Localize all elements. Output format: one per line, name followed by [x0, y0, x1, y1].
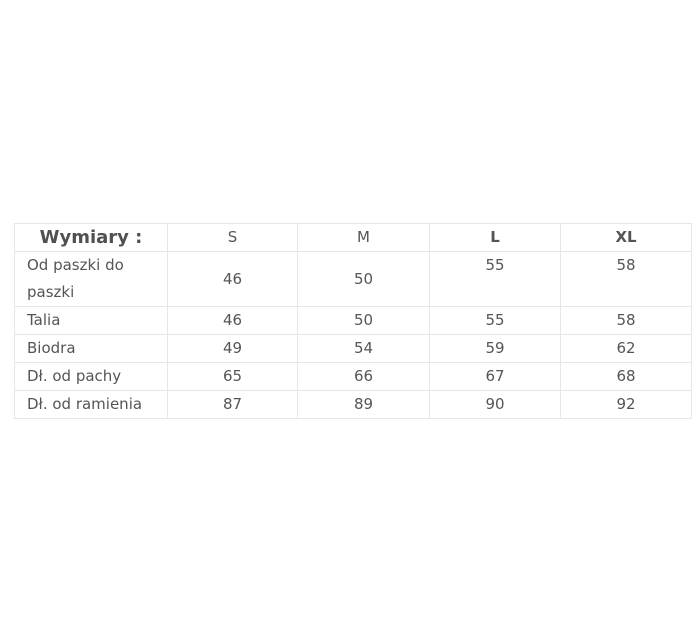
header-size-s: S	[167, 223, 298, 252]
cell-value: 58	[560, 306, 692, 335]
header-size-l: L	[429, 223, 561, 252]
row-label: Talia	[14, 306, 168, 335]
cell-value: 62	[560, 334, 692, 363]
cell-value: 65	[167, 362, 298, 391]
header-size-m: M	[297, 223, 430, 252]
cell-value: 59	[429, 334, 561, 363]
table-header-row: Wymiary : S M L XL	[14, 223, 692, 252]
row-label: Biodra	[14, 334, 168, 363]
table-row: Talia 46 50 55 58	[14, 306, 692, 335]
cell-value: 49	[167, 334, 298, 363]
row-label: Dł. od pachy	[14, 362, 168, 391]
cell-value: 89	[297, 390, 430, 419]
cell-value: 50	[297, 306, 430, 335]
cell-value: 46	[167, 306, 298, 335]
cell-value: 55	[429, 306, 561, 335]
cell-value: 54	[297, 334, 430, 363]
cell-value: 67	[429, 362, 561, 391]
cell-value: 87	[167, 390, 298, 419]
cell-value: 58	[560, 251, 692, 307]
table-row: Biodra 49 54 59 62	[14, 334, 692, 363]
cell-value: 66	[297, 362, 430, 391]
row-label: Dł. od ramienia	[14, 390, 168, 419]
header-size-xl: XL	[560, 223, 692, 252]
table-row: Dł. od ramienia 87 89 90 92	[14, 390, 692, 419]
table-row: Od paszki do paszki 46 50 55 58	[14, 251, 692, 307]
cell-value: 92	[560, 390, 692, 419]
cell-value: 46	[167, 251, 298, 307]
size-table: Wymiary : S M L XL Od paszki do paszki 4…	[14, 223, 692, 419]
cell-value: 68	[560, 362, 692, 391]
cell-value: 90	[429, 390, 561, 419]
header-measurements: Wymiary :	[14, 223, 168, 252]
row-label: Od paszki do paszki	[14, 251, 168, 307]
table-row: Dł. od pachy 65 66 67 68	[14, 362, 692, 391]
cell-value: 55	[429, 251, 561, 307]
cell-value: 50	[297, 251, 430, 307]
